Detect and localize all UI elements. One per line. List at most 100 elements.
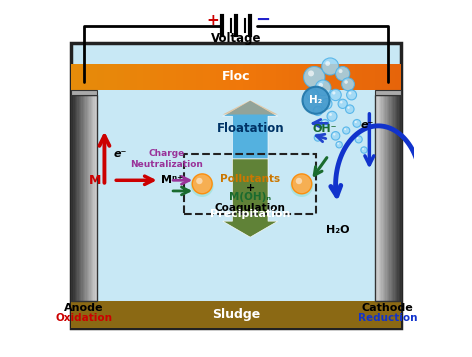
Bar (71, 43, 401, 328)
Bar (196, 64, 203, 90)
Bar (256, 64, 262, 90)
Bar (362, 64, 368, 90)
Bar (309, 64, 315, 90)
Text: M: M (89, 174, 102, 187)
Circle shape (362, 148, 364, 150)
Circle shape (361, 147, 367, 153)
Bar (389, 95, 391, 301)
Text: H₂: H₂ (309, 95, 323, 105)
Circle shape (342, 78, 354, 91)
Circle shape (292, 174, 312, 194)
Bar (376, 95, 377, 301)
Text: Precipitation: Precipitation (210, 209, 290, 219)
Circle shape (296, 178, 302, 184)
Text: OH⁻: OH⁻ (312, 124, 337, 134)
Bar (80, 95, 81, 301)
Bar (375, 95, 376, 301)
Text: Voltage: Voltage (211, 31, 261, 45)
Bar (388, 95, 389, 301)
Bar (400, 95, 401, 301)
Bar (393, 95, 395, 301)
Circle shape (338, 99, 347, 109)
Bar (289, 64, 295, 90)
Circle shape (308, 70, 314, 76)
Bar (392, 95, 393, 301)
Bar (295, 64, 302, 90)
Circle shape (303, 87, 329, 114)
Bar (243, 64, 249, 90)
Bar (77, 64, 84, 90)
Circle shape (355, 136, 362, 143)
Bar (92, 95, 93, 301)
FancyArrow shape (223, 100, 278, 115)
Bar (229, 64, 236, 90)
Circle shape (338, 69, 343, 73)
Text: H₂O: H₂O (326, 225, 349, 235)
Bar (395, 95, 396, 301)
Bar (72, 95, 73, 301)
Bar (368, 64, 375, 90)
Circle shape (332, 91, 336, 95)
Bar (385, 95, 387, 301)
Circle shape (327, 111, 337, 121)
Bar (276, 64, 282, 90)
Circle shape (313, 106, 322, 116)
Text: Oxidation: Oxidation (55, 313, 112, 323)
Bar (269, 64, 276, 90)
Bar (249, 64, 256, 90)
Bar (91, 95, 92, 301)
Text: M(OH)ₙ: M(OH)ₙ (229, 192, 271, 202)
Text: Reduction: Reduction (358, 313, 418, 323)
Bar (383, 95, 384, 301)
Circle shape (330, 89, 341, 101)
Circle shape (346, 105, 354, 114)
Bar (93, 95, 95, 301)
Bar (130, 64, 137, 90)
Circle shape (306, 89, 319, 101)
Bar (399, 95, 400, 301)
Bar (85, 95, 87, 301)
Bar (71, 95, 72, 301)
Circle shape (314, 134, 321, 141)
Circle shape (354, 121, 357, 123)
Circle shape (324, 100, 327, 104)
Bar (348, 64, 355, 90)
Text: Charge
Neutralization: Charge Neutralization (130, 149, 203, 169)
Bar (335, 64, 342, 90)
Bar (170, 64, 177, 90)
Bar (216, 64, 223, 90)
Circle shape (329, 113, 332, 116)
Text: Coagulation: Coagulation (215, 203, 286, 213)
Bar (71, 301, 401, 328)
Circle shape (337, 143, 339, 145)
Bar (83, 95, 84, 301)
Bar (203, 64, 210, 90)
Bar (75, 95, 76, 301)
Bar (397, 95, 399, 301)
Bar (342, 64, 348, 90)
Circle shape (340, 101, 343, 104)
Circle shape (322, 58, 339, 75)
Bar (95, 95, 96, 301)
Bar (381, 95, 383, 301)
Bar (97, 64, 104, 90)
Bar (87, 95, 88, 301)
Text: e⁻: e⁻ (361, 120, 374, 130)
Text: Pollutants: Pollutants (220, 174, 280, 183)
Text: Floc: Floc (222, 70, 250, 83)
Bar (395, 64, 401, 90)
Circle shape (303, 66, 325, 88)
Circle shape (321, 99, 332, 109)
Bar (157, 64, 163, 90)
Circle shape (344, 80, 348, 84)
Circle shape (321, 120, 329, 127)
Text: −: − (255, 11, 270, 29)
Bar (384, 95, 385, 301)
Text: Floatation: Floatation (216, 122, 284, 135)
Circle shape (315, 80, 331, 96)
Text: +: + (245, 183, 255, 193)
Bar (79, 95, 80, 301)
Circle shape (323, 121, 325, 123)
Bar (81, 95, 83, 301)
Bar (223, 64, 229, 90)
